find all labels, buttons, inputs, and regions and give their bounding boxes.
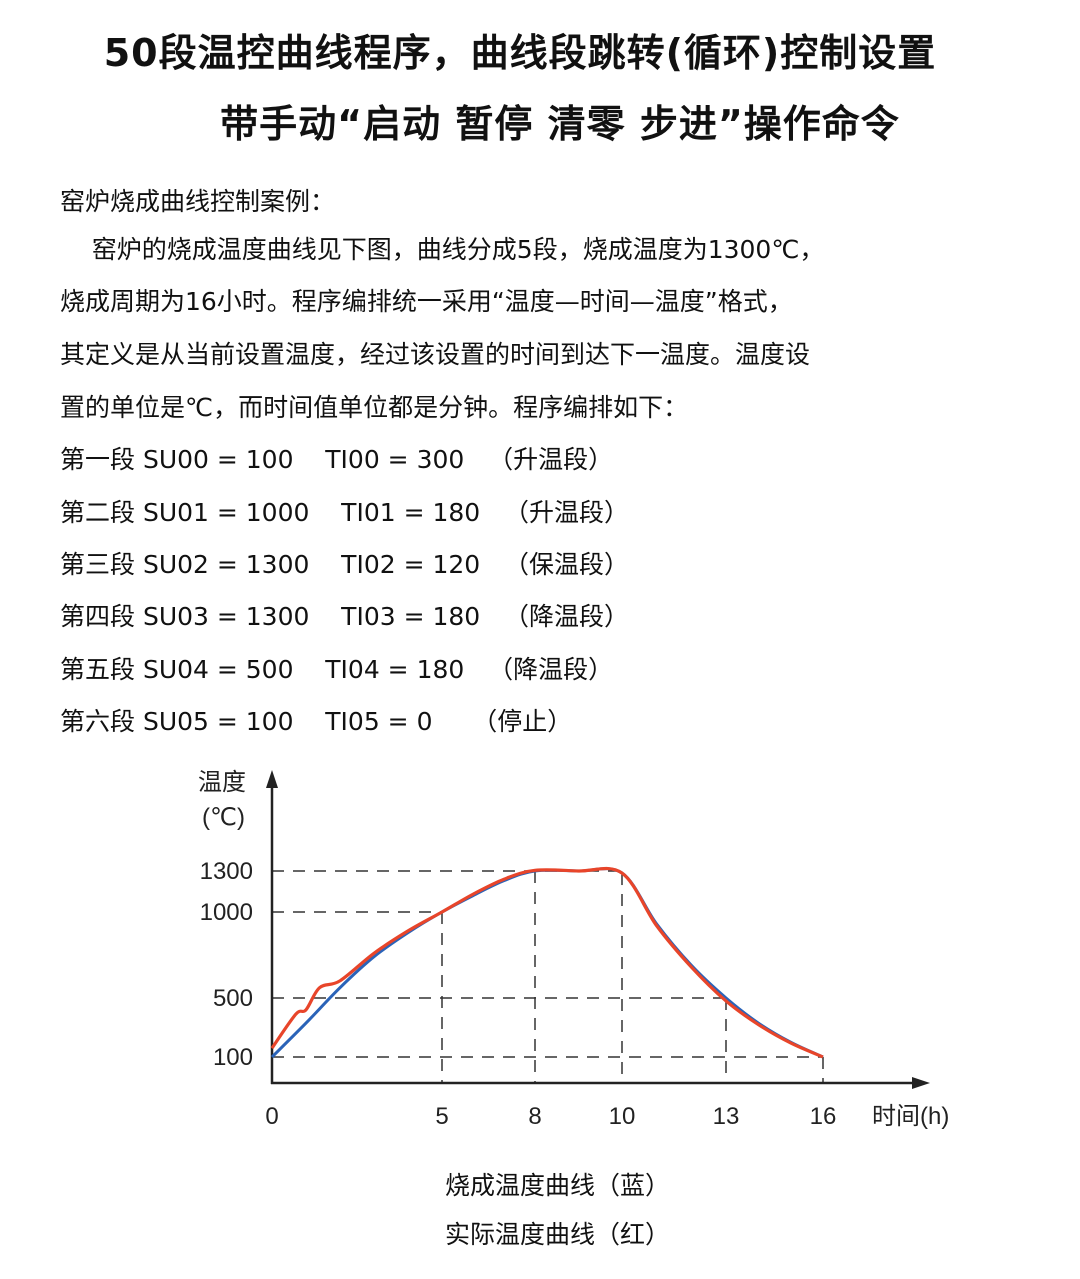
x-tick-label: 10	[609, 1103, 636, 1130]
paragraph-line: 烧成周期为16小时。程序编排统一采用“温度—时间—温度”格式，	[60, 287, 793, 316]
segment-line: 第六段 SU05 = 100 TI05 = 0 （停止）	[60, 707, 573, 736]
section-heading: 窑炉烧成曲线控制案例：	[60, 187, 336, 216]
paragraph-line: 窑炉的烧成温度曲线见下图，曲线分成5段，烧成温度为1300℃，	[60, 235, 825, 264]
title-line-1: 50段温控曲线程序，曲线段跳转(循环)控制设置	[103, 31, 937, 75]
legend-caption-red: 实际温度曲线（红）	[444, 1220, 670, 1249]
y-tick-label: 100	[213, 1044, 253, 1071]
paragraph-line: 置的单位是℃，而时间值单位都是分钟。程序编排如下：	[60, 393, 689, 422]
y-tick-label: 500	[213, 985, 253, 1012]
segment-line: 第四段 SU03 = 1300 TI03 = 180 （降温段）	[60, 602, 630, 631]
title-line-2: 带手动“启动 暂停 清零 步进”操作命令	[220, 102, 900, 146]
x-tick-label: 16	[810, 1103, 837, 1130]
x-tick-label: 5	[435, 1103, 448, 1130]
x-tick-label: 13	[713, 1103, 740, 1130]
series-red-line	[270, 866, 824, 1059]
y-axis-arrow	[266, 770, 278, 788]
y-tick-label: 1300	[200, 858, 253, 885]
segment-line: 第一段 SU00 = 100 TI00 = 300 （升温段）	[60, 445, 614, 474]
x-tick-label: 0	[265, 1103, 278, 1130]
x-axis-label: 时间(h)	[872, 1103, 949, 1130]
paragraph-line: 其定义是从当前设置温度，经过该设置的时间到达下一温度。温度设	[60, 340, 811, 369]
segment-line: 第三段 SU02 = 1300 TI02 = 120 （保温段）	[60, 550, 630, 579]
segment-line: 第五段 SU04 = 500 TI04 = 180 （降温段）	[60, 655, 614, 684]
segment-line: 第二段 SU01 = 1000 TI01 = 180 （升温段）	[60, 498, 630, 527]
y-tick-label: 1000	[200, 899, 253, 926]
y-axis-unit: (℃)	[202, 804, 245, 831]
series-blue-line	[270, 867, 824, 1059]
x-axis-arrow	[912, 1077, 930, 1089]
y-axis-label: 温度	[198, 769, 246, 796]
legend-caption-blue: 烧成温度曲线（蓝）	[444, 1171, 670, 1200]
x-tick-label: 8	[528, 1103, 541, 1130]
